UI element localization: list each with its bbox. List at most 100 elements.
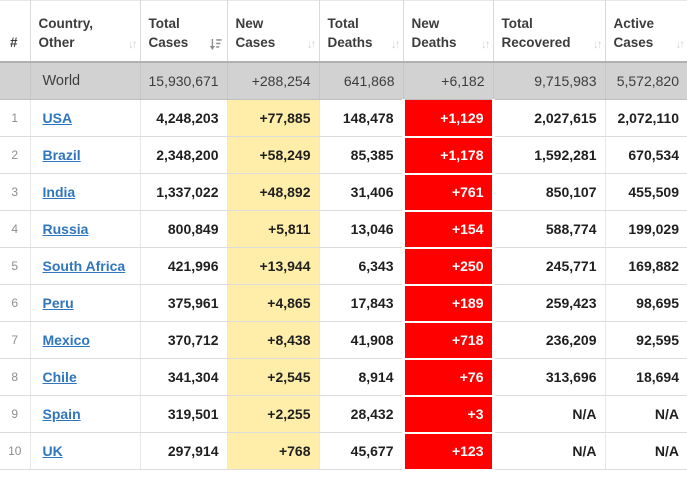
cell-country: World (29, 61, 140, 100)
cell-total-deaths: 28,432 (318, 395, 403, 433)
table-row: 1 USA 4,248,203 +77,885 148,478 +1,129 2… (0, 99, 687, 138)
country-link[interactable]: Peru (42, 295, 74, 311)
cell-country: Russia (29, 210, 140, 248)
cell-total-deaths: 6,343 (318, 247, 403, 285)
cell-rank: 8 (0, 358, 30, 396)
cell-country: UK (29, 432, 140, 470)
cell-total-recovered: 1,592,281 (492, 136, 605, 174)
column-header-label: Deaths (411, 34, 457, 50)
column-header-label: New (235, 15, 264, 31)
cell-rank: 9 (0, 395, 30, 433)
country-link[interactable]: Chile (42, 369, 77, 385)
country-link[interactable]: UK (42, 443, 63, 459)
column-header-label: Cases (613, 34, 654, 50)
cell-new-deaths: +761 (401, 173, 495, 212)
column-header-new-deaths[interactable]: New Deaths ↓↑ (402, 0, 493, 63)
cell-new-deaths: +718 (401, 321, 495, 360)
cell-total-cases: 800,849 (139, 210, 227, 248)
cell-total-recovered: 850,107 (492, 173, 605, 211)
table-row: 10 UK 297,914 +768 45,677 +123 N/A N/A (0, 432, 687, 471)
cell-rank: 2 (0, 136, 30, 174)
cell-new-cases: +2,545 (226, 358, 319, 396)
cell-new-deaths: +154 (401, 210, 495, 249)
sort-descending-icon (209, 38, 222, 50)
cell-total-deaths: 85,385 (318, 136, 403, 174)
cell-total-cases: 319,501 (139, 395, 227, 433)
sort-icon: ↓↑ (675, 38, 685, 51)
column-header-total-cases[interactable]: Total Cases (139, 0, 227, 63)
cell-new-cases: +768 (226, 432, 319, 470)
cell-total-deaths: 17,843 (318, 284, 403, 322)
column-header-label: Country, (38, 15, 94, 31)
table-row: 7 Mexico 370,712 +8,438 41,908 +718 236,… (0, 321, 687, 360)
table-row: 8 Chile 341,304 +2,545 8,914 +76 313,696… (0, 358, 687, 397)
country-link[interactable]: Spain (42, 406, 81, 422)
cell-total-recovered: 245,771 (492, 247, 605, 285)
column-header-label: Total (501, 15, 533, 31)
table-row: 3 India 1,337,022 +48,892 31,406 +761 85… (0, 173, 687, 212)
column-header-label: Total (148, 15, 180, 31)
cell-country: USA (29, 99, 140, 137)
cell-active-cases: 18,694 (604, 358, 687, 396)
country-link[interactable]: India (42, 184, 76, 200)
cell-new-deaths: +123 (401, 432, 495, 471)
cell-total-deaths: 45,677 (318, 432, 403, 470)
cell-total-cases: 370,712 (139, 321, 227, 359)
cell-new-cases: +288,254 (226, 61, 319, 100)
column-header-total-recovered[interactable]: Total Recovered ↓↑ (492, 0, 605, 63)
cell-total-deaths: 8,914 (318, 358, 403, 396)
cell-country: Chile (29, 358, 140, 396)
cell-total-deaths: 13,046 (318, 210, 403, 248)
cell-total-recovered: 2,027,615 (492, 99, 605, 137)
table-row: 6 Peru 375,961 +4,865 17,843 +189 259,42… (0, 284, 687, 323)
column-header-new-cases[interactable]: New Cases ↓↑ (226, 0, 319, 63)
cell-total-cases: 2,348,200 (139, 136, 227, 174)
column-header-label: Cases (235, 34, 276, 50)
cell-new-deaths: +6,182 (402, 61, 494, 100)
cell-new-deaths: +1,178 (401, 136, 495, 175)
sort-icon: ↓↑ (481, 38, 490, 51)
cell-active-cases: 455,509 (604, 173, 687, 211)
column-header-active-cases[interactable]: Active Cases ↓↑ (604, 0, 687, 63)
cell-active-cases: 199,029 (604, 210, 687, 248)
table-row: 5 South Africa 421,996 +13,944 6,343 +25… (0, 247, 687, 286)
cell-country: Peru (29, 284, 140, 322)
cell-new-cases: +48,892 (226, 173, 319, 211)
cell-active-cases: 670,534 (604, 136, 687, 174)
country-link[interactable]: Brazil (42, 147, 81, 163)
cell-total-cases: 4,248,203 (139, 99, 227, 137)
cell-total-recovered: 313,696 (492, 358, 605, 396)
cell-total-recovered: N/A (492, 432, 605, 470)
cell-active-cases: N/A (604, 432, 687, 470)
cell-total-cases: 297,914 (139, 432, 227, 470)
cell-total-cases: 341,304 (139, 358, 227, 396)
cell-new-cases: +2,255 (226, 395, 319, 433)
column-header-country[interactable]: Country, Other ↓↑ (29, 0, 140, 63)
cell-total-deaths: 641,868 (318, 61, 403, 100)
table-body: World 15,930,671 +288,254 641,868 +6,182… (0, 61, 687, 471)
column-header-total-deaths[interactable]: Total Deaths ↓↑ (318, 0, 403, 63)
country-link[interactable]: USA (42, 110, 73, 126)
cell-country: South Africa (29, 247, 140, 285)
cell-total-deaths: 31,406 (318, 173, 403, 211)
cell-new-cases: +58,249 (226, 136, 319, 174)
sort-icon: ↓↑ (593, 38, 602, 51)
column-header-label: Cases (148, 34, 189, 50)
cell-new-deaths: +3 (401, 395, 495, 434)
cell-new-cases: +13,944 (226, 247, 319, 285)
cell-new-cases: +8,438 (226, 321, 319, 359)
header-row: # Country, Other ↓↑ Total Cases New (0, 0, 687, 63)
sort-icon: ↓↑ (391, 38, 400, 51)
country-link[interactable]: South Africa (42, 258, 126, 274)
column-header-rank[interactable]: # (0, 0, 30, 63)
cell-total-recovered: N/A (492, 395, 605, 433)
country-link[interactable]: Mexico (42, 332, 90, 348)
cell-rank: 3 (0, 173, 30, 211)
column-header-label: Recovered (501, 34, 571, 50)
world-row: World 15,930,671 +288,254 641,868 +6,182… (0, 61, 687, 100)
column-header-label: Deaths (327, 34, 373, 50)
cell-rank: 1 (0, 99, 30, 137)
cell-country: India (29, 173, 140, 211)
country-link[interactable]: Russia (42, 221, 89, 237)
cell-active-cases: N/A (604, 395, 687, 433)
